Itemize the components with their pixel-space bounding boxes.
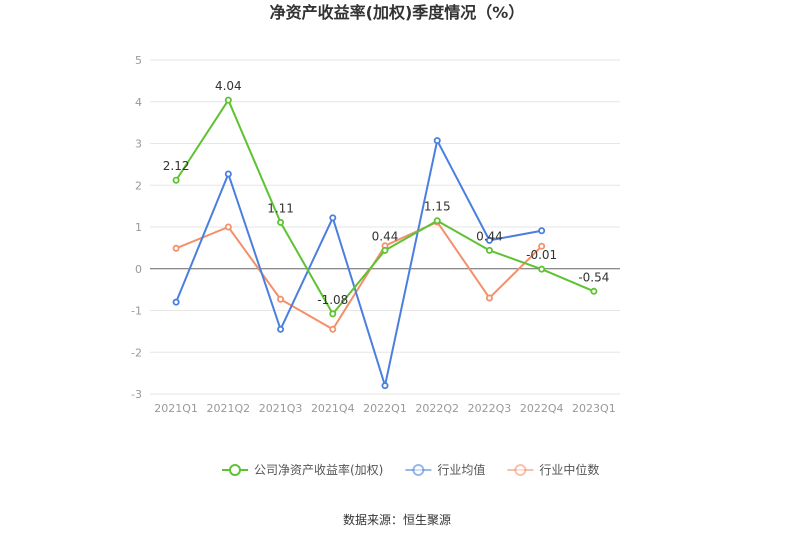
data-point[interactable] [172,298,180,306]
y-tick-label: -2 [131,346,142,359]
legend-label: 行业均值 [437,462,485,477]
x-tick-label: 2021Q4 [311,402,355,415]
data-label: 1.11 [267,201,294,215]
data-point[interactable] [381,246,389,254]
data-label: 0.44 [476,229,503,243]
data-point[interactable] [277,295,285,303]
grid [150,59,620,395]
x-tick-label: 2022Q3 [468,402,512,415]
legend-swatch-marker [514,464,527,476]
y-tick-label: 2 [135,179,142,192]
y-tick-label: 4 [135,96,142,109]
x-tick-label: 2022Q4 [520,402,564,415]
data-labels: 2.12 4.04 1.11 -1.08 0.44 1.15 0.44 -0.01 -0.54 [163,79,610,307]
data-point[interactable] [172,176,180,184]
data-point[interactable] [433,217,441,225]
x-tick-label: 2021Q1 [154,402,198,415]
legend-item[interactable]: 公司净资产收益率(加权) [222,462,383,477]
y-tick-label: -1 [131,305,142,318]
data-label: 0.44 [372,229,399,243]
data-point[interactable] [329,325,337,333]
legend-swatch-marker [229,464,241,476]
data-point[interactable] [381,382,389,390]
data-point[interactable] [224,223,232,231]
chart-title: 净资产收益率(加权)季度情况（%） [270,3,525,22]
data-point[interactable] [329,310,337,318]
data-point[interactable] [224,96,232,104]
data-label: 1.15 [424,200,451,214]
legend-label: 行业中位数 [539,462,599,477]
data-label: 2.12 [163,159,190,173]
data-point[interactable] [277,325,285,333]
legend-swatch-marker [412,464,425,476]
x-tick-label: 2022Q2 [415,402,459,415]
series-layer [172,96,598,390]
x-tick-label: 2022Q1 [363,402,407,415]
x-tick-label: 2023Q1 [572,402,616,415]
data-label: -0.01 [526,248,557,262]
data-point[interactable] [329,214,337,222]
x-tick-label: 2021Q2 [207,402,251,415]
series-line [175,139,542,387]
data-point[interactable] [433,137,441,145]
legend-item[interactable]: 行业中位数 [507,462,599,477]
data-point[interactable] [224,170,232,178]
legend-item[interactable]: 行业均值 [405,462,485,477]
data-point[interactable] [485,294,493,302]
y-tick-label: 3 [135,138,142,151]
data-label: -1.08 [317,293,348,307]
y-tick-label: -3 [131,388,142,401]
y-tick-label: 5 [135,54,142,67]
data-point[interactable] [538,242,546,250]
x-axis: 2021Q1 2021Q2 2021Q3 2021Q4 2022Q1 2022Q2 2022… [154,402,615,415]
y-tick-label: 1 [135,221,142,234]
data-point[interactable] [277,218,285,226]
data-point[interactable] [590,287,598,295]
data-point[interactable] [172,244,180,252]
data-point[interactable] [538,265,546,273]
data-label: -0.54 [578,270,609,284]
data-point[interactable] [538,227,546,235]
data-point[interactable] [485,236,493,244]
legend[interactable]: 公司净资产收益率(加权) 行业均值 行业中位数 [222,462,599,477]
data-source: 数据来源：恒生聚源 [343,512,451,527]
series-line [175,220,543,331]
y-axis: 5 4 3 2 1 0 -1 -2 -3 [131,54,142,401]
data-label: 4.04 [215,79,242,93]
legend-label: 公司净资产收益率(加权) [254,462,383,477]
y-tick-label: 0 [135,263,142,276]
data-point[interactable] [485,246,493,254]
x-tick-label: 2021Q3 [259,402,303,415]
